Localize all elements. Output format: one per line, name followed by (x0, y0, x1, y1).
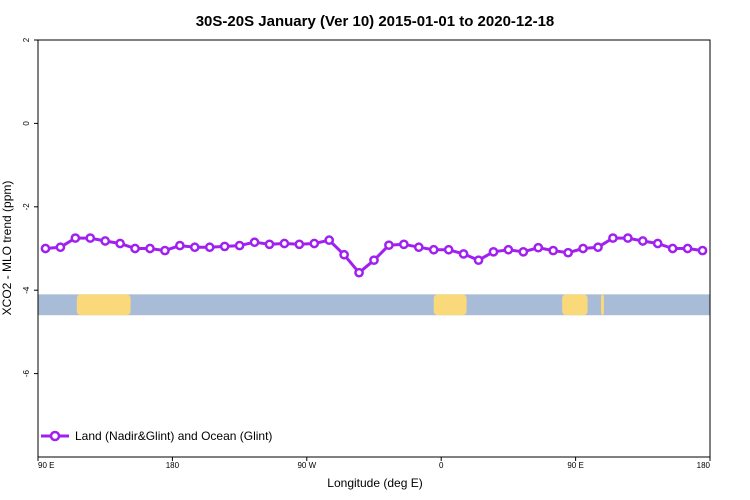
data-point (339, 249, 349, 260)
data-point (175, 240, 185, 251)
y-tick-label: 0 (22, 121, 31, 126)
x-axis: 90 E 180 90 W 0 90 E 180 (37, 457, 711, 470)
x-tick-label: 90 E (38, 461, 54, 470)
data-point (503, 244, 514, 255)
land-patch (710, 294, 750, 315)
data-point (608, 233, 618, 243)
data-point (682, 243, 693, 254)
plot-frame (37, 39, 711, 458)
x-tick-label: 90 E (567, 461, 583, 470)
data-point (473, 255, 484, 266)
series-layer (40, 233, 708, 278)
x-tick-label: 180 (697, 461, 711, 470)
y-tick-label: 2 (22, 37, 31, 42)
data-point (189, 242, 200, 253)
data-point (548, 245, 559, 256)
data-point (70, 233, 81, 243)
land-patch (600, 294, 604, 316)
chart-title: 30S-20S January (Ver 10) 2015-01-01 to 2… (196, 13, 555, 30)
data-point (652, 238, 663, 249)
ocean-band (38, 294, 710, 316)
data-point (428, 244, 439, 255)
data-point (309, 238, 320, 249)
y-tick-label: -4 (22, 286, 31, 294)
x-tick-label: 90 W (297, 461, 316, 470)
data-point (219, 241, 230, 252)
data-point (204, 242, 215, 253)
data-point (384, 240, 394, 251)
data-point (488, 246, 499, 257)
data-point (55, 242, 66, 253)
data-point (563, 247, 573, 258)
y-tick-label: -6 (22, 369, 31, 377)
data-point (593, 242, 603, 253)
data-point (623, 233, 633, 243)
data-point (354, 267, 364, 278)
data-point (369, 255, 379, 266)
data-point (294, 239, 305, 250)
data-point (249, 237, 260, 248)
data-point (324, 235, 335, 246)
data-point (145, 243, 155, 254)
land-patch (76, 294, 131, 316)
data-point (234, 240, 245, 251)
data-point (533, 242, 544, 253)
legend-series-label: Land (Nadir&Glint) and Ocean (Glint) (75, 429, 272, 443)
x-axis-label: Longitude (deg E) (327, 476, 422, 490)
data-point (115, 238, 125, 249)
data-point (264, 239, 275, 250)
data-point (40, 243, 51, 254)
data-point (160, 245, 170, 256)
legend: Land (Nadir&Glint) and Ocean (Glint) (41, 429, 272, 443)
data-point (100, 236, 111, 246)
data-point (518, 246, 529, 257)
data-point (279, 238, 290, 249)
data-point (458, 249, 469, 259)
y-axis: 2 0 -2 -4 -6 (22, 37, 38, 377)
data-point (85, 233, 96, 243)
land-patch (433, 294, 467, 316)
data-point (697, 245, 708, 256)
data-point (413, 242, 424, 253)
land-ocean-band (38, 294, 750, 316)
y-axis-label: XCO2 - MLO trend (ppm) (0, 181, 14, 316)
data-point (130, 243, 140, 254)
data-point (443, 244, 454, 255)
data-point (667, 243, 678, 254)
x-tick-label: 180 (166, 461, 180, 470)
x-tick-label: 0 (439, 461, 444, 470)
data-point (399, 239, 409, 250)
data-point (637, 236, 648, 246)
data-point (578, 243, 588, 254)
y-tick-label: -2 (22, 203, 31, 211)
legend-point-marker (49, 430, 61, 442)
land-patch (562, 294, 588, 316)
